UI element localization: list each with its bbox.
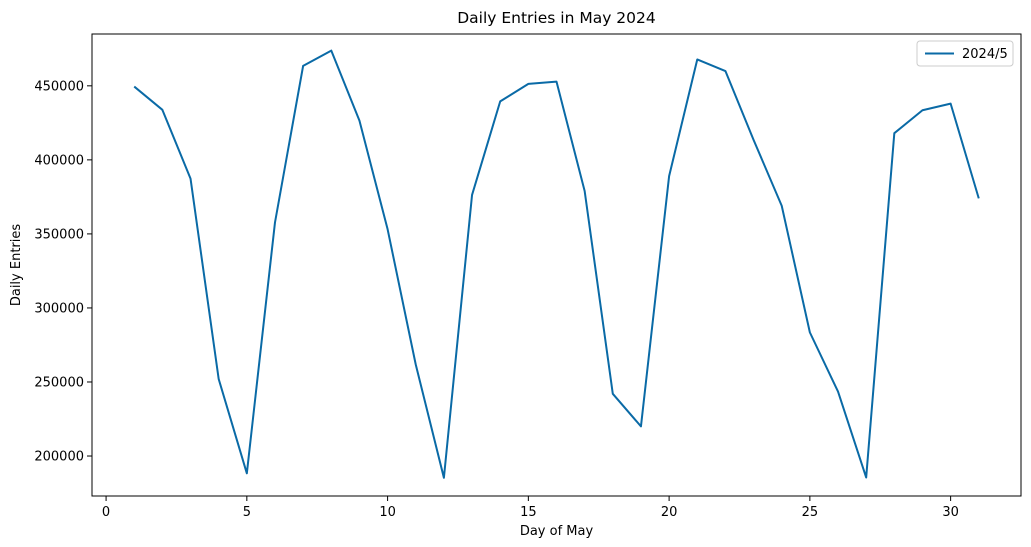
y-tick-label: 300000: [34, 301, 84, 316]
x-tick-label: 15: [520, 505, 537, 520]
y-tick-label: 400000: [34, 153, 84, 168]
legend-box: [916, 40, 1014, 67]
series-line-2024-5: [133, 49, 980, 479]
legend: 2024/5: [916, 40, 1014, 67]
x-tick-label: 10: [379, 505, 396, 520]
y-tick-label: 450000: [34, 79, 84, 94]
y-tick-label: 250000: [34, 375, 84, 390]
plot-area: [91, 33, 1022, 497]
y-tick-label: 350000: [34, 227, 84, 242]
series-layer: [133, 49, 980, 479]
y-tick-label: 200000: [34, 450, 84, 465]
y-axis: 200000 250000 300000 350000 400000 450000: [34, 79, 92, 465]
x-axis-label: Day of May: [520, 524, 594, 539]
chart-title: Daily Entries in May 2024: [457, 9, 656, 27]
x-tick-label: 5: [243, 505, 251, 520]
x-tick-label: 0: [102, 505, 110, 520]
x-tick-label: 30: [942, 505, 959, 520]
x-axis: 0 5 10 15 20 25 30: [102, 496, 959, 520]
legend-entry-2024-5: 2024/5: [962, 47, 1008, 62]
x-tick-label: 20: [661, 505, 678, 520]
x-tick-label: 25: [802, 505, 819, 520]
plot-border: [91, 33, 1022, 497]
y-axis-label: Daily Entries: [9, 224, 24, 307]
